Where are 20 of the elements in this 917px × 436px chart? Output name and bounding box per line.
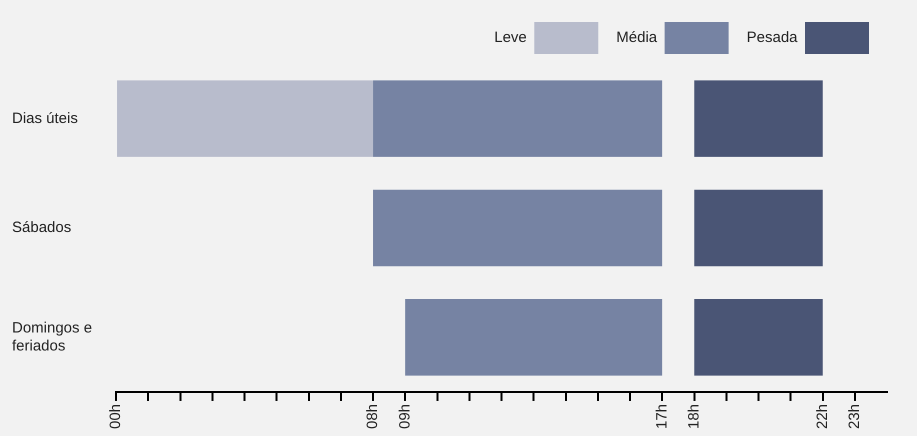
y-tick-label: Domingos e feriados (12, 319, 92, 354)
bar (694, 299, 823, 376)
bar (694, 80, 823, 157)
x-tick-label: 00h (107, 404, 124, 430)
bar (694, 190, 823, 266)
legend-label: Pesada (746, 29, 798, 46)
legend-label: Leve (494, 29, 527, 46)
x-tick-label: 09h (396, 404, 414, 430)
y-tick-label: Sábados (12, 219, 72, 236)
legend-label: Média (616, 29, 658, 46)
bar (117, 80, 374, 157)
x-tick-label: 18h (685, 404, 702, 430)
y-tick-label: Dias úteis (12, 110, 78, 127)
x-tick-label: 08h (364, 404, 382, 430)
bar (405, 299, 662, 376)
bar (373, 80, 662, 157)
bar (373, 190, 662, 266)
x-tick-label: 17h (653, 404, 670, 430)
x-tick-label: 23h (846, 404, 864, 430)
x-tick-label: 22h (814, 404, 831, 430)
